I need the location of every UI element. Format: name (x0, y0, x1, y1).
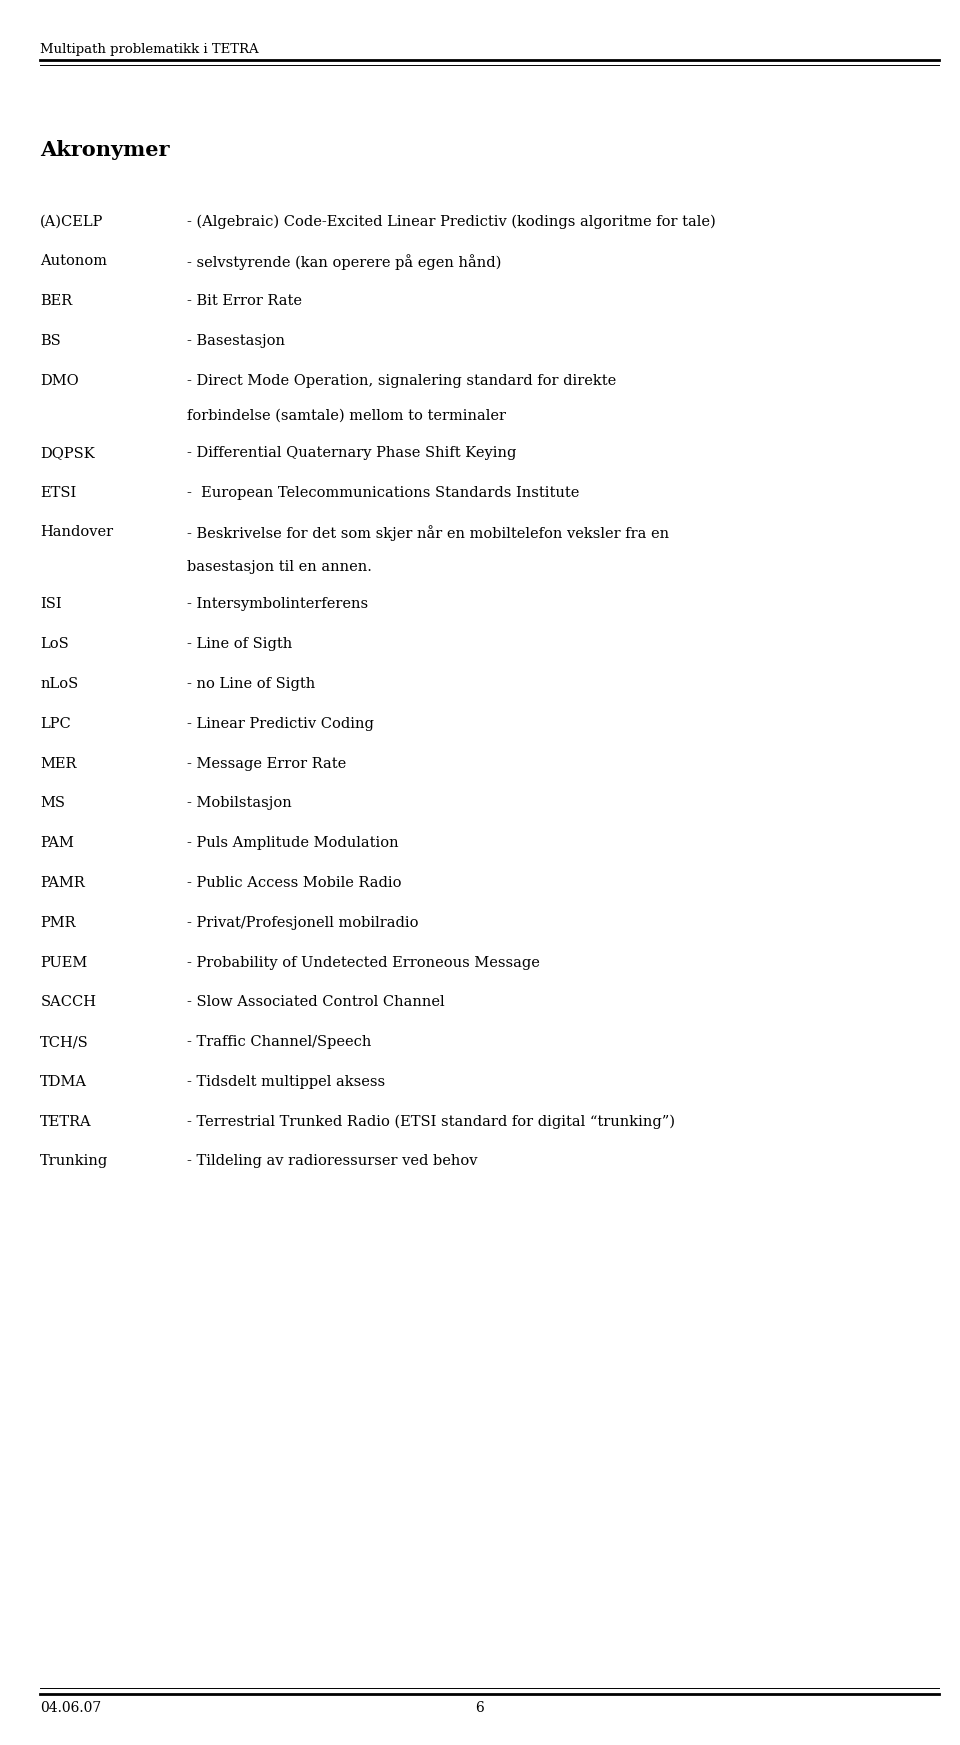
Text: Handover: Handover (40, 525, 113, 539)
Text: - Tidsdelt multippel aksess: - Tidsdelt multippel aksess (187, 1075, 385, 1089)
Text: SACCH: SACCH (40, 995, 96, 1009)
Text: TETRA: TETRA (40, 1115, 92, 1129)
Text: BER: BER (40, 295, 72, 309)
Text: Trunking: Trunking (40, 1155, 108, 1169)
Text: DQPSK: DQPSK (40, 447, 95, 461)
Text: PMR: PMR (40, 916, 76, 930)
Text: PUEM: PUEM (40, 956, 87, 970)
Text: - Linear Predictiv Coding: - Linear Predictiv Coding (187, 717, 374, 731)
Text: - Public Access Mobile Radio: - Public Access Mobile Radio (187, 876, 401, 890)
Text: Autonom: Autonom (40, 255, 108, 269)
Text: DMO: DMO (40, 373, 79, 387)
Text: - selvstyrende (kan operere på egen hånd): - selvstyrende (kan operere på egen hånd… (187, 255, 501, 270)
Text: Akronymer: Akronymer (40, 140, 170, 159)
Text: - Differential Quaternary Phase Shift Keying: - Differential Quaternary Phase Shift Ke… (187, 447, 516, 461)
Text: - Slow Associated Control Channel: - Slow Associated Control Channel (187, 995, 444, 1009)
Text: LoS: LoS (40, 637, 69, 651)
Text: - Tildeling av radioressurser ved behov: - Tildeling av radioressurser ved behov (187, 1155, 478, 1169)
Text: - Privat/Profesjonell mobilradio: - Privat/Profesjonell mobilradio (187, 916, 419, 930)
Text: - no Line of Sigth: - no Line of Sigth (187, 677, 316, 691)
Text: basestasjon til en annen.: basestasjon til en annen. (187, 560, 372, 574)
Text: ISI: ISI (40, 597, 62, 611)
Text: Multipath problematikk i TETRA: Multipath problematikk i TETRA (40, 44, 259, 56)
Text: -  European Telecommunications Standards Institute: - European Telecommunications Standards … (187, 485, 580, 499)
Text: - Puls Amplitude Modulation: - Puls Amplitude Modulation (187, 836, 398, 850)
Text: - Direct Mode Operation, signalering standard for direkte: - Direct Mode Operation, signalering sta… (187, 373, 616, 387)
Text: nLoS: nLoS (40, 677, 79, 691)
Text: - Beskrivelse for det som skjer når en mobiltelefon veksler fra en: - Beskrivelse for det som skjer når en m… (187, 525, 669, 541)
Text: ETSI: ETSI (40, 485, 77, 499)
Text: MS: MS (40, 796, 65, 810)
Text: PAM: PAM (40, 836, 74, 850)
Text: - Bit Error Rate: - Bit Error Rate (187, 295, 302, 309)
Text: - Intersymbolinterferens: - Intersymbolinterferens (187, 597, 369, 611)
Text: (A)CELP: (A)CELP (40, 215, 104, 229)
Text: - (Algebraic) Code-Excited Linear Predictiv (kodings algoritme for tale): - (Algebraic) Code-Excited Linear Predic… (187, 215, 716, 229)
Text: - Mobilstasjon: - Mobilstasjon (187, 796, 292, 810)
Text: TCH/S: TCH/S (40, 1035, 89, 1049)
Text: LPC: LPC (40, 717, 71, 731)
Text: 04.06.07: 04.06.07 (40, 1701, 102, 1715)
Text: BS: BS (40, 333, 61, 347)
Text: TDMA: TDMA (40, 1075, 87, 1089)
Text: - Terrestrial Trunked Radio (ETSI standard for digital “trunking”): - Terrestrial Trunked Radio (ETSI standa… (187, 1115, 675, 1129)
Text: forbindelse (samtale) mellom to terminaler: forbindelse (samtale) mellom to terminal… (187, 408, 506, 422)
Text: - Line of Sigth: - Line of Sigth (187, 637, 293, 651)
Text: 6: 6 (475, 1701, 485, 1715)
Text: - Message Error Rate: - Message Error Rate (187, 757, 347, 771)
Text: MER: MER (40, 757, 77, 771)
Text: - Probability of Undetected Erroneous Message: - Probability of Undetected Erroneous Me… (187, 956, 540, 970)
Text: - Traffic Channel/Speech: - Traffic Channel/Speech (187, 1035, 372, 1049)
Text: PAMR: PAMR (40, 876, 85, 890)
Text: - Basestasjon: - Basestasjon (187, 333, 285, 347)
